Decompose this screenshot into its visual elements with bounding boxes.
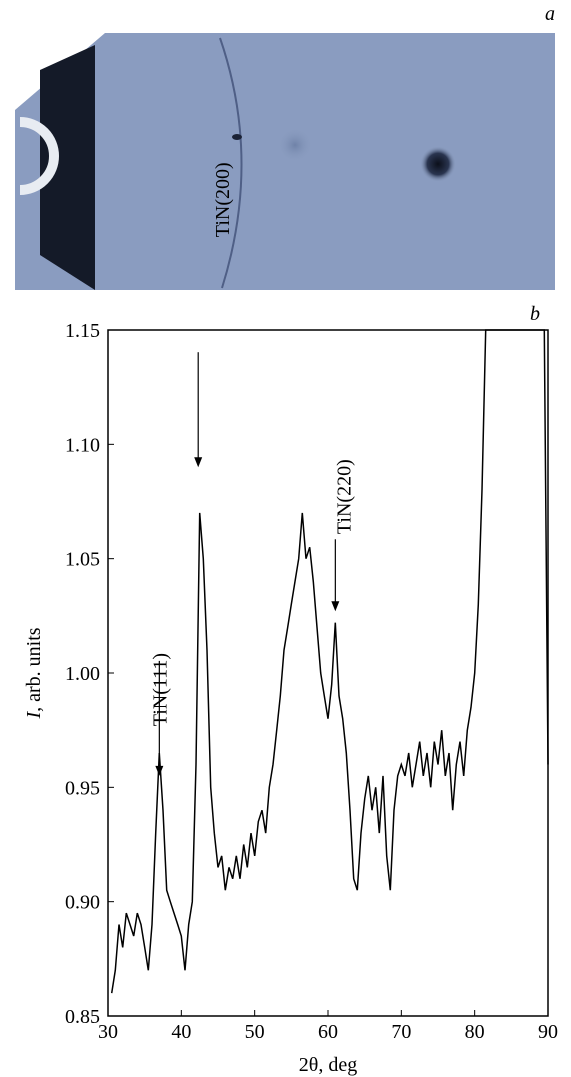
x-tick-label: 70	[391, 1021, 411, 1043]
spot	[277, 127, 313, 163]
data-line	[110, 329, 549, 994]
y-tick-label: 0.95	[65, 777, 100, 799]
x-axis-label: 2θ, deg	[299, 1054, 357, 1076]
x-tick-label: 40	[171, 1021, 191, 1043]
beam-stop	[40, 45, 95, 290]
y-tick-label: 0.85	[65, 1006, 100, 1028]
arrowhead	[331, 601, 340, 612]
diffraction-image	[15, 33, 555, 290]
x-tick-label: 30	[98, 1021, 118, 1043]
annotation-label: TiN(111)	[149, 653, 171, 726]
x-tick-label: 80	[465, 1021, 485, 1043]
direct-beam	[19, 117, 59, 195]
y-tick-label: 1.10	[65, 434, 100, 456]
annotation-label: TiN(220)	[333, 459, 355, 534]
x-tick-label: 60	[318, 1021, 338, 1043]
spot	[232, 134, 242, 140]
y-tick-label: 1.00	[65, 663, 100, 685]
arrowhead	[155, 765, 164, 776]
y-tick-label: 1.05	[65, 549, 100, 571]
y-axis-text: , arb. units	[23, 627, 45, 712]
panel-label: b	[530, 303, 540, 325]
y-axis-label: I, arb. units	[23, 627, 45, 719]
y-tick-label: 0.90	[65, 892, 100, 914]
ring	[219, 37, 243, 289]
x-tick-label: 90	[538, 1021, 558, 1043]
spot	[420, 146, 456, 182]
x-tick-label: 50	[245, 1021, 265, 1043]
arrowhead	[194, 457, 203, 468]
annotation-label: TiN(200)	[212, 162, 234, 237]
y-tick-label: 1.15	[65, 320, 100, 342]
image-background	[15, 33, 555, 290]
panel-label: a	[545, 3, 555, 25]
y-axis-symbol: I	[23, 711, 45, 720]
